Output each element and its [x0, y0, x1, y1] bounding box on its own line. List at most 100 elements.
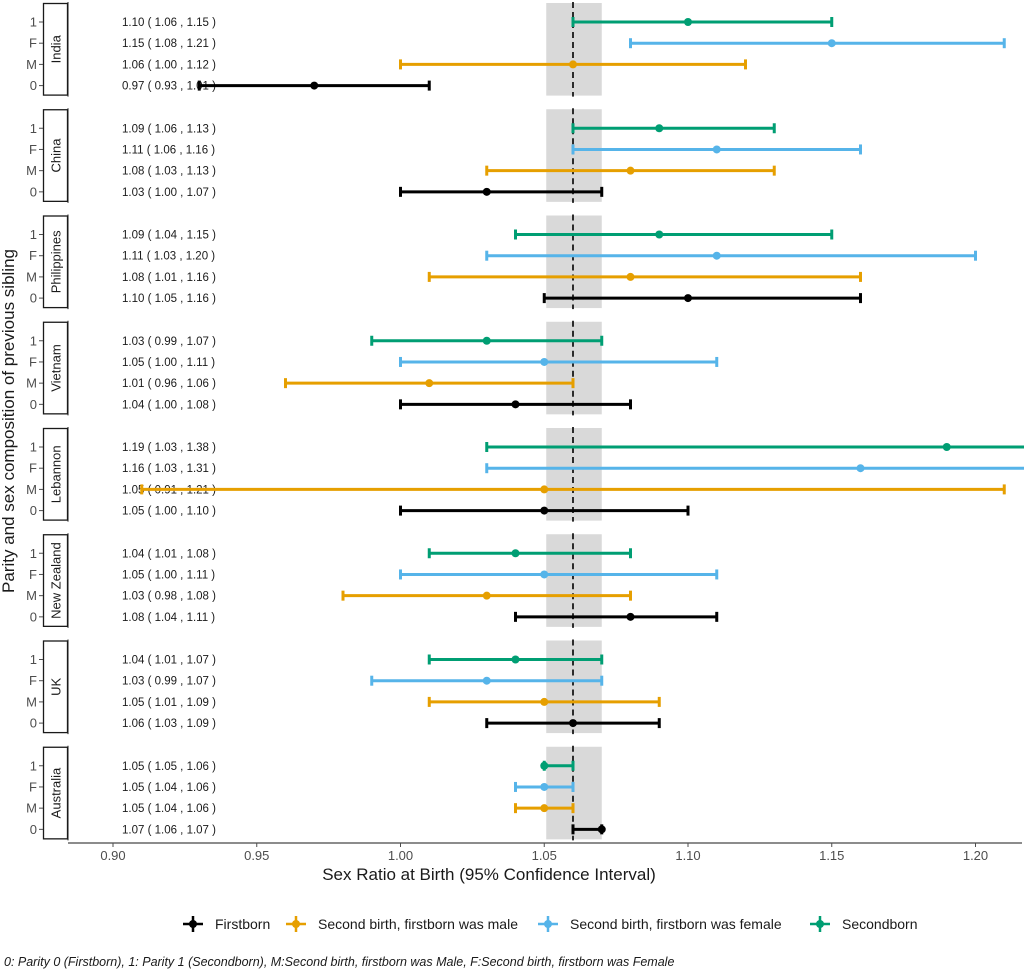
- y-axis-title: Parity and sex composition of previous s…: [0, 249, 18, 593]
- error-bar: [514, 781, 575, 792]
- point-estimate: [482, 591, 491, 600]
- x-tick-label: 0.90: [100, 848, 125, 863]
- row-label: F: [29, 354, 37, 369]
- error-bar: [399, 399, 632, 410]
- point-estimate: [712, 145, 721, 154]
- estimate-label: 1.04 ( 1.01 , 1.07 ): [122, 655, 216, 667]
- estimate-label: 1.08 ( 1.04 , 1.11 ): [122, 612, 215, 624]
- x-tick-label: 1.20: [963, 848, 988, 863]
- panel-strip-label: UK: [49, 677, 64, 695]
- error-bar: [399, 505, 690, 516]
- row-label: 1: [30, 333, 37, 348]
- estimate-label: 1.05 ( 1.05 , 1.06 ): [122, 761, 216, 773]
- legend-item: Second birth, firstborn was male: [286, 916, 518, 932]
- estimate-label: 1.16 ( 1.03 , 1.31 ): [122, 463, 216, 475]
- error-bar: [571, 824, 606, 835]
- panel-strip-label: Lebannon: [49, 445, 64, 503]
- error-bar: [540, 760, 575, 771]
- x-tick-label: 0.95: [244, 848, 269, 863]
- panel-strip: [42, 640, 69, 734]
- row-label: M: [26, 376, 37, 391]
- reference-band: [546, 109, 602, 202]
- reference-band: [546, 428, 602, 521]
- row-label: F: [29, 248, 37, 263]
- panel-strip-label: China: [49, 138, 64, 173]
- error-bar: [542, 293, 862, 304]
- estimate-label: 1.05 ( 1.00 , 1.11 ): [122, 357, 215, 369]
- reference-band: [546, 215, 602, 309]
- estimate-label: 1.05 ( 1.00 , 1.11 ): [122, 569, 215, 581]
- point-estimate: [540, 570, 549, 579]
- x-tick-label: 1.00: [388, 848, 413, 863]
- estimate-label: 1.19 ( 1.03 , 1.38 ): [122, 442, 216, 454]
- point-estimate: [482, 187, 491, 196]
- row-label: M: [26, 588, 37, 603]
- error-bar: [485, 250, 977, 261]
- point-estimate: [684, 18, 692, 26]
- legend-label: Firstborn: [215, 916, 270, 932]
- point-estimate: [626, 272, 635, 281]
- legend-key-point: [292, 920, 300, 928]
- legend-item: Secondborn: [810, 916, 918, 932]
- estimate-label: 1.04 ( 1.00 , 1.08 ): [122, 399, 216, 411]
- country-strips: India China Philippines Vietnam Lebannon New …: [42, 2, 69, 841]
- error-bar: [514, 803, 575, 814]
- row-label: M: [26, 269, 37, 284]
- error-bars: [140, 17, 1024, 835]
- row-label: F: [29, 673, 37, 688]
- estimate-label: 1.09 ( 1.04 , 1.15 ): [122, 230, 216, 242]
- point-estimate: [684, 294, 692, 303]
- x-tick-label: 1.15: [819, 848, 844, 863]
- reference-band-layer: [546, 3, 602, 840]
- panel-strip: [42, 427, 69, 521]
- row-label: F: [29, 567, 37, 582]
- point-estimate: [540, 485, 549, 494]
- row-label: 0: [30, 78, 37, 93]
- error-bar: [370, 335, 604, 346]
- panel-strip-label: Vietnam: [49, 344, 64, 391]
- estimate-label: 1.10 ( 1.06 , 1.15 ): [122, 17, 216, 29]
- row-label: M: [26, 694, 37, 709]
- error-bar: [485, 165, 776, 176]
- point-estimate: [655, 124, 664, 133]
- row-label: M: [26, 482, 37, 497]
- row-label: F: [29, 36, 37, 51]
- row-label: 0: [30, 609, 37, 624]
- legend-label: Second birth, firstborn was male: [318, 916, 518, 932]
- reference-band: [546, 321, 602, 415]
- error-bar: [399, 59, 747, 70]
- row-label: 0: [30, 503, 37, 518]
- row-label: 1: [30, 15, 37, 30]
- legend-label: Second birth, firstborn was female: [570, 916, 782, 932]
- error-bar: [197, 80, 431, 91]
- row-label: 1: [30, 652, 37, 667]
- legend-key-point: [189, 920, 197, 928]
- point-estimate: [655, 230, 664, 239]
- estimate-label: 1.05 ( 1.00 , 1.10 ): [122, 506, 216, 518]
- point-estimate: [482, 336, 491, 345]
- x-tick-label: 1.05: [532, 848, 557, 863]
- error-bar: [370, 675, 604, 686]
- error-bar: [140, 484, 1006, 495]
- row-label: F: [29, 779, 37, 794]
- error-bar: [571, 17, 834, 27]
- x-tick-label: 1.10: [675, 848, 700, 863]
- point-estimate: [856, 464, 865, 473]
- estimate-label: 1.06 ( 1.03 , 1.09 ): [122, 718, 216, 730]
- error-bar: [399, 356, 719, 367]
- point-estimate: [511, 400, 520, 409]
- error-bar: [427, 654, 604, 665]
- row-label: 0: [30, 291, 37, 306]
- row-label: 1: [30, 758, 37, 773]
- reference-band: [546, 534, 602, 627]
- error-bar: [427, 696, 661, 707]
- panel-strip-label: New Zealand: [49, 542, 64, 619]
- estimate-label: 1.04 ( 1.01 , 1.08 ): [122, 548, 216, 560]
- row-label: 0: [30, 397, 37, 412]
- estimate-label: 1.15 ( 1.08 , 1.21 ): [122, 38, 216, 50]
- row-label: M: [26, 57, 37, 72]
- estimate-label: 1.08 ( 1.01 , 1.16 ): [122, 272, 216, 284]
- error-bar: [284, 378, 575, 389]
- caption: 0: Parity 0 (Firstborn), 1: Parity 1 (Se…: [4, 955, 674, 969]
